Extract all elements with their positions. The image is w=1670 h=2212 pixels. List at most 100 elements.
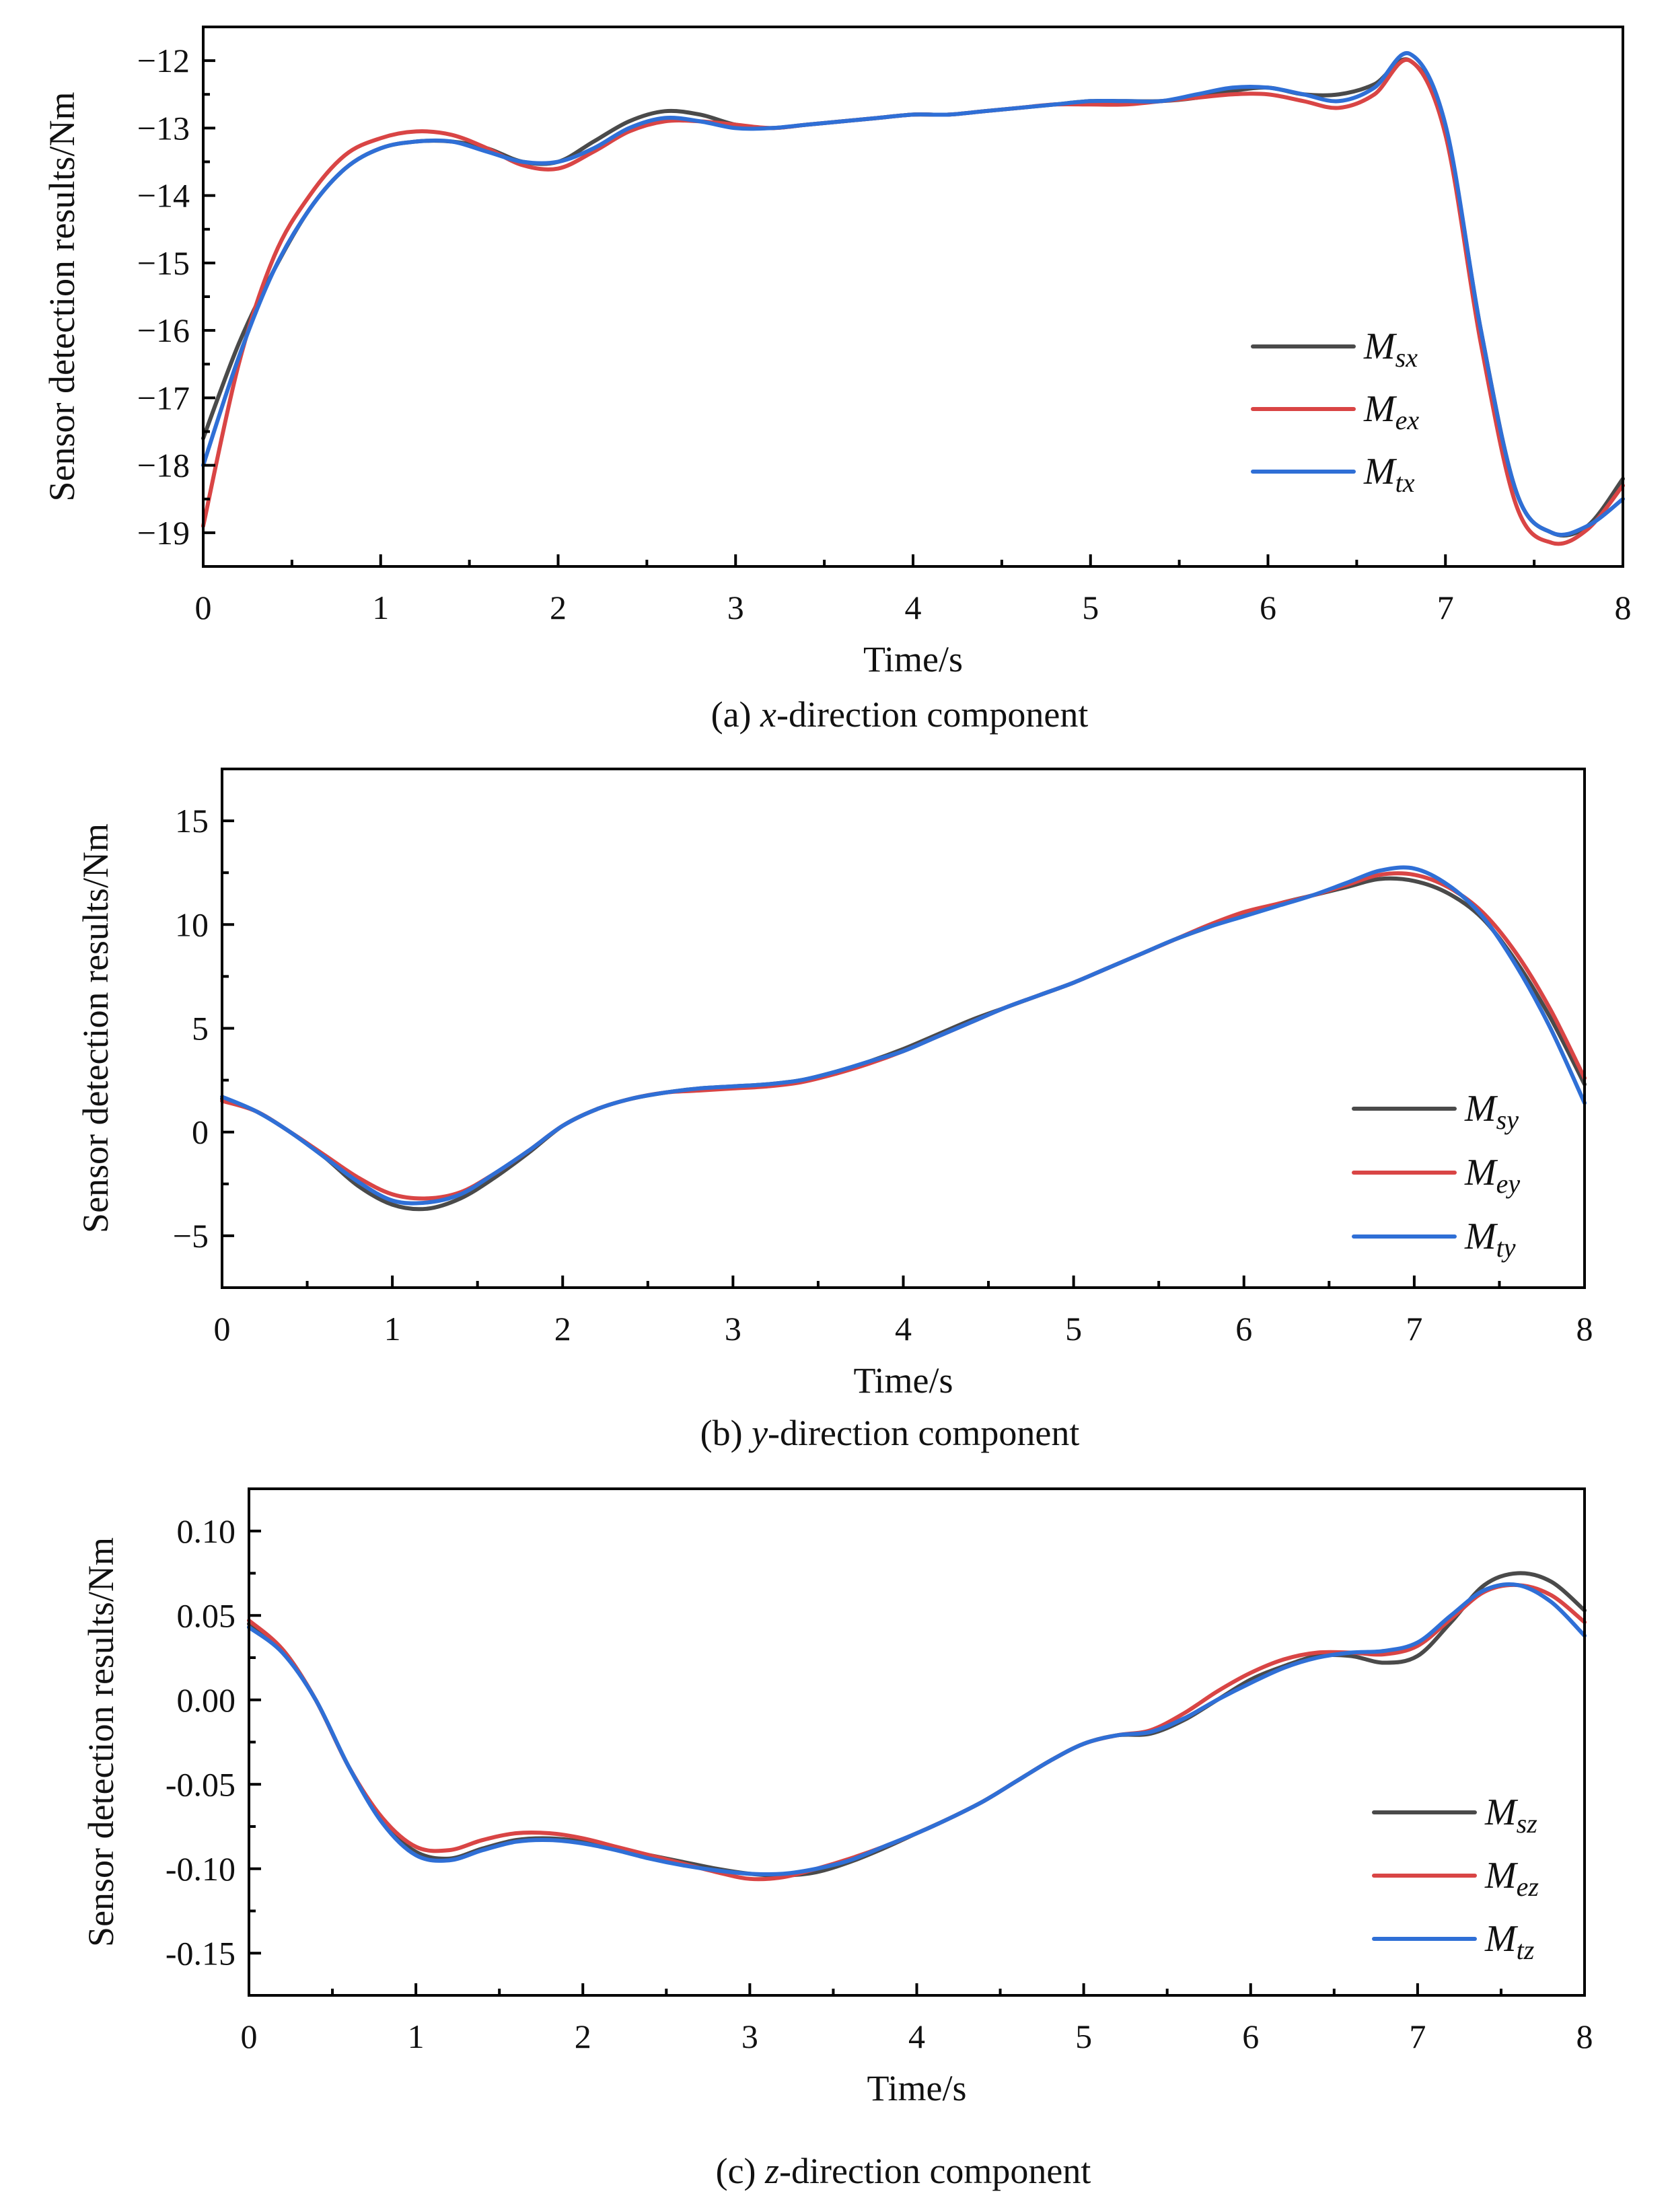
x-axis-label: Time/s [863, 639, 963, 679]
y-axis: −12 −13 −14 −15 −16 −17 −18 −19 [137, 42, 215, 552]
legend-label-subscript: sz [1517, 1808, 1538, 1839]
y-tick-label: −12 [137, 42, 190, 79]
x-tick-label: 2 [554, 1310, 571, 1348]
x-axis: 0 1 2 3 4 5 6 7 8 [195, 554, 1632, 626]
y-tick-label: -0.05 [166, 1765, 235, 1803]
y-tick-label: -0.15 [166, 1934, 235, 1972]
legend-label-subscript: tz [1517, 1935, 1535, 1965]
y-tick-label: −18 [137, 447, 190, 484]
y-tick-label: 5 [192, 1010, 209, 1047]
x-tick-label: 0 [241, 2018, 258, 2055]
legend-label-subscript: sy [1496, 1105, 1519, 1135]
y-tick-label: 0.10 [177, 1512, 236, 1550]
legend-label-Mty: Mty [1464, 1216, 1516, 1263]
x-tick-label: 2 [550, 589, 567, 626]
legend-label-base: M [1363, 326, 1397, 367]
panel-caption: (a) x-direction component [711, 694, 1089, 735]
caption-suffix: -direction component [768, 1413, 1079, 1453]
chart-panel-z: 0 1 2 3 4 5 6 7 8 0.10 0.05 0.00 -0.05 -0.10 -0.15 Time… [81, 1487, 1593, 2191]
series-group [201, 51, 1625, 546]
x-tick-label: 1 [384, 1310, 401, 1348]
legend-label-subscript: ez [1517, 1872, 1539, 1902]
x-axis-label: Time/s [853, 1360, 953, 1401]
x-tick-label: 1 [408, 2018, 425, 2055]
x-tick-label: 8 [1576, 1310, 1593, 1348]
x-axis-label: Time/s [867, 2068, 966, 2108]
x-tick-label: 3 [725, 1310, 741, 1348]
caption-prefix: (c) [716, 2151, 765, 2191]
legend-label-Msy: Msy [1464, 1088, 1519, 1135]
x-tick-label: 1 [372, 589, 389, 626]
x-tick-label: 8 [1615, 589, 1632, 626]
x-tick-label: 6 [1260, 589, 1276, 626]
legend-label-base: M [1464, 1088, 1498, 1130]
x-tick-label: 0 [214, 1310, 231, 1348]
legend-label-subscript: ey [1496, 1169, 1521, 1199]
panel-caption: (c) z-direction component [716, 2151, 1091, 2191]
y-tick-label: 10 [175, 906, 209, 943]
y-tick-label: −14 [137, 177, 190, 215]
series-line-Mty [220, 865, 1587, 1206]
legend-label-base: M [1363, 388, 1397, 430]
x-tick-label: 5 [1082, 589, 1099, 626]
y-tick-label: 15 [175, 802, 209, 840]
y-axis: 0.10 0.05 0.00 -0.05 -0.10 -0.15 [166, 1512, 261, 1972]
legend-label-base: M [1484, 1918, 1519, 1960]
legend-label-base: M [1464, 1216, 1498, 1257]
legend-label-base: M [1464, 1152, 1498, 1193]
y-tick-label: −13 [137, 109, 190, 147]
x-tick-label: 2 [575, 2018, 591, 2055]
caption-suffix: -direction component [779, 2151, 1091, 2191]
x-tick-label: 5 [1075, 2018, 1092, 2055]
x-tick-label: 0 [195, 589, 212, 626]
x-tick-label: 6 [1242, 2018, 1259, 2055]
x-axis: 0 1 2 3 4 5 6 7 8 [241, 1983, 1593, 2055]
y-tick-label: 0.00 [177, 1681, 236, 1719]
legend-label-Mex: Mex [1363, 388, 1419, 435]
y-tick-label: -0.10 [166, 1850, 235, 1888]
legend-label-subscript: sx [1395, 342, 1418, 373]
x-tick-label: 4 [908, 2018, 925, 2055]
y-axis-label: Sensor detection results/Nm [81, 1537, 121, 1947]
legend-label-base: M [1484, 1792, 1519, 1833]
caption-suffix: -direction component [776, 694, 1088, 735]
chart-panel-x: 0 1 2 3 4 5 6 7 8 −12 −13 −14 −15 −16 −17 −18 −19 Time/s S… [42, 26, 1632, 735]
x-tick-label: 7 [1406, 1310, 1422, 1348]
series-group [247, 1571, 1587, 1882]
legend-label-subscript: ex [1395, 405, 1420, 435]
y-axis-label: Sensor detection results/Nm [42, 92, 82, 502]
y-tick-label: −5 [173, 1217, 209, 1255]
caption-prefix: (b) [700, 1413, 752, 1453]
chart-panel-y: 0 1 2 3 4 5 6 7 8 15 10 5 0 −5 Time/s Sensor detection … [75, 768, 1593, 1453]
legend-label-base: M [1363, 451, 1397, 492]
x-tick-label: 5 [1065, 1310, 1082, 1348]
x-axis: 0 1 2 3 4 5 6 7 8 [214, 1276, 1593, 1348]
legend-label-Msx: Msx [1363, 326, 1418, 373]
y-tick-label: −16 [137, 311, 190, 349]
y-tick-label: 0.05 [177, 1596, 236, 1634]
x-tick-label: 4 [895, 1310, 912, 1348]
series-line-Mtx [201, 51, 1625, 538]
caption-prefix: (a) [711, 694, 760, 735]
x-tick-label: 7 [1437, 589, 1454, 626]
y-tick-label: −17 [137, 379, 190, 416]
legend-label-Mey: Mey [1464, 1152, 1520, 1199]
legend-label-Mtx: Mtx [1363, 451, 1415, 498]
y-axis-label: Sensor detection results/Nm [75, 823, 116, 1233]
caption-variable: z [764, 2151, 779, 2191]
panel-caption: (b) y-direction component [700, 1413, 1080, 1453]
x-tick-label: 4 [905, 589, 922, 626]
legend-label-Msz: Msz [1484, 1792, 1537, 1839]
x-tick-label: 7 [1409, 2018, 1426, 2055]
legend-label-base: M [1484, 1855, 1519, 1896]
legend-label-Mtz: Mtz [1484, 1918, 1535, 1965]
x-tick-label: 6 [1235, 1310, 1252, 1348]
y-tick-label: −19 [137, 514, 190, 552]
caption-variable: y [748, 1413, 768, 1453]
x-tick-label: 3 [741, 2018, 758, 2055]
